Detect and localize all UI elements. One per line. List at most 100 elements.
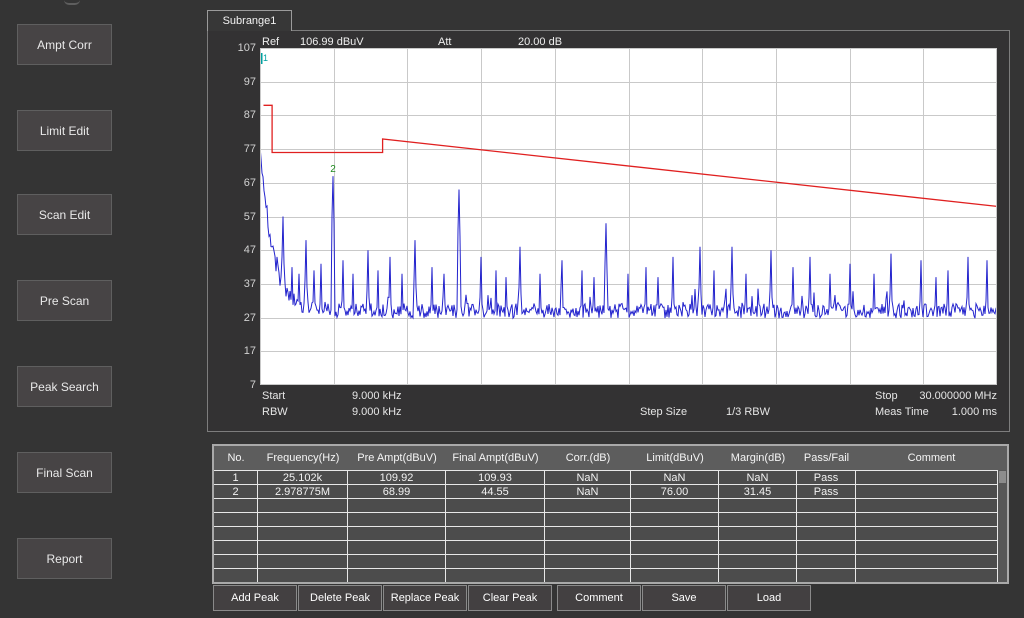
y-tick-87: 87 — [243, 109, 256, 122]
table-row[interactable] — [214, 512, 997, 526]
table-cell: 1 — [214, 471, 258, 484]
column-header-corr-db: Corr.(dB) — [565, 452, 611, 464]
peak-table: No. Frequency(Hz) Pre Ampt(dBuV) Final Ampt… — [212, 444, 1009, 584]
att-label: Att — [438, 36, 452, 48]
table-cell — [214, 499, 258, 512]
table-cell — [719, 541, 797, 554]
table-cell — [719, 499, 797, 512]
table-cell — [214, 527, 258, 540]
table-row[interactable] — [214, 554, 997, 568]
delete-peak-button[interactable]: Delete Peak — [298, 585, 382, 611]
table-row[interactable]: 2 2.978775M 68.99 44.55 NaN 76.00 31.45 Pass — [214, 484, 997, 498]
peak-table-body: 1 25.102k 109.92 109.93 NaN NaN NaN Pass 2 2.9787… — [214, 470, 997, 582]
table-cell — [856, 471, 997, 484]
chart-panel: Ref 106.99 dBuV Att 20.00 dB 107 97 87 77 67… — [207, 30, 1010, 432]
table-cell: NaN — [545, 485, 631, 498]
table-cell: 44.55 — [446, 485, 545, 498]
tab-subrange1[interactable]: Subrange1 — [207, 10, 292, 31]
table-cell: 76.00 — [631, 485, 719, 498]
y-tick-7: 7 — [249, 379, 256, 391]
rbw-label: RBW — [262, 406, 288, 418]
table-cell: NaN — [545, 471, 631, 484]
table-row[interactable] — [214, 540, 997, 554]
y-tick-57: 57 — [243, 210, 256, 223]
table-cell: 68.99 — [348, 485, 446, 498]
table-cell — [631, 513, 719, 526]
comment-button[interactable]: Comment — [557, 585, 641, 611]
table-cell — [719, 513, 797, 526]
table-row[interactable]: 1 25.102k 109.92 109.93 NaN NaN NaN Pass — [214, 470, 997, 484]
spectrum-svg: 12 — [259, 48, 998, 386]
table-cell — [446, 527, 545, 540]
table-cell — [348, 513, 446, 526]
replace-peak-button[interactable]: Replace Peak — [383, 585, 467, 611]
table-cell — [545, 555, 631, 568]
table-cell — [446, 513, 545, 526]
peak-table-header: No. Frequency(Hz) Pre Ampt(dBuV) Final Ampt… — [214, 446, 1007, 470]
sidebar-button-scan-edit[interactable]: Scan Edit — [17, 194, 112, 235]
table-cell — [214, 555, 258, 568]
table-cell: NaN — [719, 471, 797, 484]
table-cell — [446, 555, 545, 568]
y-tick-77: 77 — [243, 143, 256, 156]
sidebar-button-report[interactable]: Report — [17, 538, 112, 579]
plot-frame — [260, 48, 997, 385]
column-header-pass-fail: Pass/Fail — [803, 452, 850, 464]
table-cell — [797, 499, 856, 512]
table-cell — [856, 499, 997, 512]
sidebar-button-peak-search[interactable]: Peak Search — [17, 366, 112, 407]
peak-marker-label-1: 1 — [263, 53, 268, 63]
table-cell: NaN — [631, 471, 719, 484]
table-cell: Pass — [797, 471, 856, 484]
save-button[interactable]: Save — [642, 585, 726, 611]
table-cell — [797, 527, 856, 540]
load-button[interactable]: Load — [727, 585, 811, 611]
table-cell — [545, 499, 631, 512]
table-cell — [258, 513, 348, 526]
start-value: 9.000 kHz — [352, 390, 402, 402]
stop-value: 30.000000 MHz — [919, 390, 997, 402]
table-cell — [631, 541, 719, 554]
table-cell — [797, 541, 856, 554]
table-cell — [214, 569, 258, 582]
column-header-margin-db: Margin(dB) — [730, 452, 786, 464]
table-cell — [214, 513, 258, 526]
table-cell — [856, 513, 997, 526]
table-cell — [719, 569, 797, 582]
table-cell — [631, 527, 719, 540]
table-cell — [545, 541, 631, 554]
column-header-frequency-hz: Frequency(Hz) — [266, 452, 340, 464]
sidebar-button-limit-edit[interactable]: Limit Edit — [17, 110, 112, 151]
table-row[interactable] — [214, 526, 997, 540]
action-bar: Add Peak Delete Peak Replace Peak Clear Pea… — [213, 585, 812, 611]
sidebar-button-ampt-corr[interactable]: Ampt Corr — [17, 24, 112, 65]
y-tick-47: 47 — [243, 244, 256, 257]
table-cell: 31.45 — [719, 485, 797, 498]
column-header-final-ampt-dbuv: Final Ampt(dBuV) — [452, 452, 539, 464]
table-cell: 2.978775M — [258, 485, 348, 498]
limit-line — [263, 104, 998, 208]
table-cell: 109.92 — [348, 471, 446, 484]
step-size-label: Step Size — [640, 406, 688, 418]
sidebar-button-pre-scan[interactable]: Pre Scan — [17, 280, 112, 321]
peak-marker-label-2: 2 — [330, 164, 336, 175]
table-cell — [258, 555, 348, 568]
table-cell — [545, 569, 631, 582]
table-cell: 2 — [214, 485, 258, 498]
table-cell — [631, 569, 719, 582]
table-row[interactable] — [214, 498, 997, 512]
table-cell — [856, 555, 997, 568]
add-peak-button[interactable]: Add Peak — [213, 585, 297, 611]
y-tick-37: 37 — [243, 277, 256, 290]
table-scrollbar[interactable] — [997, 470, 1007, 582]
sidebar-button-final-scan[interactable]: Final Scan — [17, 452, 112, 493]
table-cell — [258, 527, 348, 540]
table-cell — [214, 541, 258, 554]
table-cell — [856, 485, 997, 498]
clear-peak-button[interactable]: Clear Peak — [468, 585, 552, 611]
table-row[interactable] — [214, 568, 997, 582]
table-scrollbar-thumb[interactable] — [999, 471, 1006, 483]
table-cell — [856, 569, 997, 582]
